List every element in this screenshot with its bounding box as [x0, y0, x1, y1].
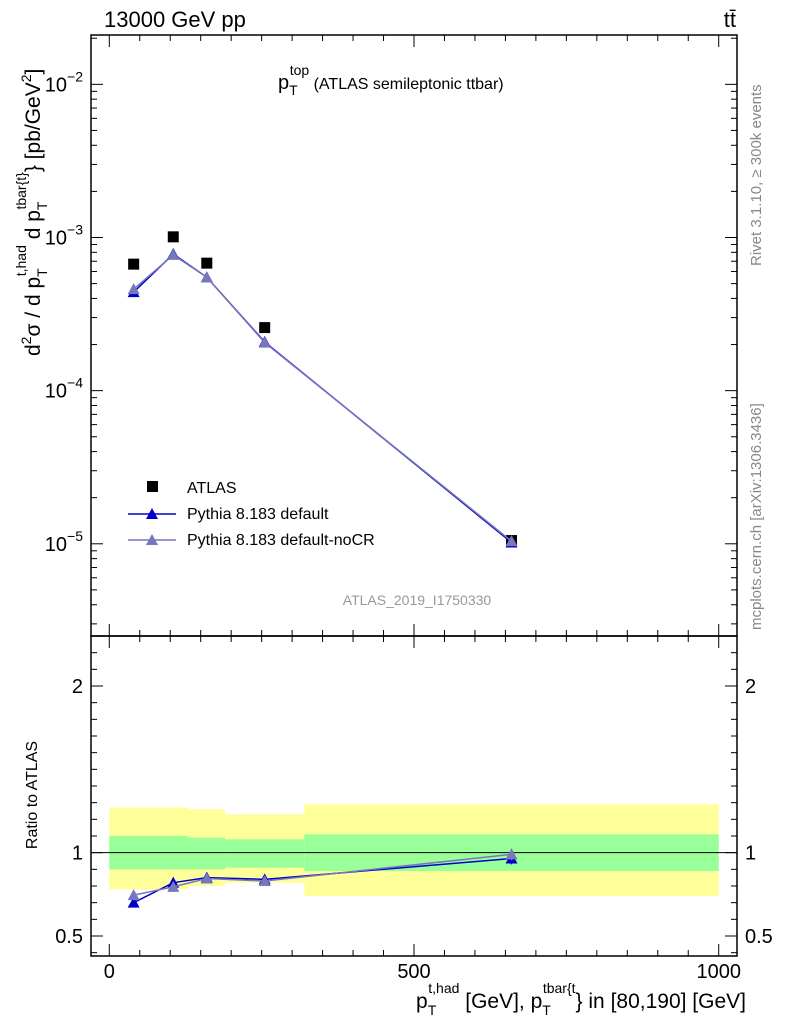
ratio-y-tick-label-left: 0.5 — [55, 926, 83, 948]
x-axis-title: pTt,had [GeV], pTtbar{t} in [80,190] [Ge… — [416, 980, 746, 1018]
ratio-plot-marks — [127, 848, 518, 908]
xlabel-sub2: T — [542, 1002, 551, 1018]
atlas-data-point — [128, 258, 140, 270]
nocr-series-point — [200, 271, 213, 283]
ratio-y-tick-label-left: 2 — [72, 676, 83, 698]
x-tick-label: 0 — [104, 961, 115, 983]
ratio-y-ticks: 0.5 0.5 1 1 2 2 — [55, 652, 773, 954]
nocr-series-point — [167, 248, 180, 260]
main-y-tick-base: 10 — [45, 534, 67, 556]
x-tick-label: 500 — [397, 961, 430, 983]
nocr-series-line — [133, 253, 512, 542]
main-y-tick-base: 10 — [45, 227, 67, 249]
ylabel-sup2: 2 — [18, 336, 34, 344]
legend-marker-default — [146, 508, 158, 519]
legend-label-atlas: ATLAS — [187, 480, 237, 497]
xlabel-p: p — [416, 990, 428, 1013]
main-y-tick-label: 10−5 — [45, 528, 83, 556]
ratio-y-title: Ratio to ATLAS — [24, 741, 41, 849]
main-y-tick-label: 10−2 — [45, 68, 83, 96]
nocr-series-point — [505, 535, 518, 547]
main-y-ticks: 10−210−310−410−5 — [45, 37, 737, 625]
main-panel: 10−210−310−410−5 pTtop (ATLAS semilepton… — [13, 34, 738, 637]
atlas-data-point — [167, 231, 179, 243]
ylabel-sub2: T — [34, 201, 50, 210]
ratio-nocr-point — [127, 889, 140, 901]
main-x-ticks — [108, 35, 720, 636]
ratio-nocr-point — [200, 872, 213, 884]
main-y-tick-exp: −3 — [67, 221, 83, 237]
plot-title-rest: (ATLAS semileptonic ttbar) — [309, 76, 503, 93]
header-right: tt̄ — [724, 7, 736, 32]
ylabel-sup1: t,had — [13, 245, 29, 276]
ylabel-sup2b: tbar{t} — [13, 172, 29, 210]
main-y-tick-label: 10−3 — [45, 221, 83, 249]
xlabel-sub1: T — [428, 1002, 437, 1018]
ylabel-mid: d p — [22, 210, 45, 245]
header-left: 13000 GeV pp — [104, 7, 246, 32]
ratio-panel: 0.5 0.51 12 2 0 500 1000 Ratio to ATLAS pTt,h… — [24, 635, 773, 1018]
atlas-data-point — [259, 322, 271, 334]
ratio-nocr-point — [167, 880, 180, 892]
legend: ATLAS Pythia 8.183 default Pythia 8.183 … — [128, 480, 375, 549]
xlabel-end: } in [80,190] [GeV] — [576, 990, 746, 1013]
ylabel-units-end: ] — [22, 69, 45, 75]
ratio-frame — [90, 635, 738, 957]
plot-title-p: p — [278, 72, 289, 94]
ylabel-units: } [pb/GeV — [22, 82, 45, 172]
ratio-y-tick-label-right: 0.5 — [745, 926, 773, 948]
main-y-tick-exp: −4 — [67, 375, 83, 391]
main-plot-marks — [127, 231, 518, 548]
watermark: ATLAS_2019_I1750330 — [343, 592, 492, 608]
ratio-y-tick-label-left: 1 — [72, 843, 83, 865]
x-tick-label: 1000 — [696, 961, 741, 983]
main-y-tick-label: 10−4 — [45, 375, 83, 403]
ratio-y-tick-label-right: 1 — [745, 843, 756, 865]
rivet-label: Rivet 3.1.10, ≥ 300k events — [748, 84, 765, 266]
main-y-tick-exp: −2 — [67, 68, 83, 84]
main-y-tick-base: 10 — [45, 381, 67, 403]
ylabel-sub1: T — [34, 268, 50, 277]
ratio-default-point — [127, 896, 140, 908]
ratio-x-ticks: 0 500 1000 — [104, 636, 741, 983]
ratio-nocr-point — [505, 848, 518, 860]
legend-label-default: Pythia 8.183 default — [187, 506, 329, 523]
ylabel-sigma: σ / d p — [22, 277, 45, 337]
plot-title: pTtop (ATLAS semileptonic ttbar) — [278, 62, 504, 98]
plot-title-sup: top — [290, 62, 310, 78]
main-y-tick-exp: −5 — [67, 528, 83, 544]
uncertainty-band-inner — [188, 837, 226, 870]
nocr-series-point — [127, 283, 140, 295]
uncertainty-band-inner — [225, 839, 305, 868]
ylabel-d: d — [22, 344, 45, 356]
xlabel-mid: [GeV], p — [459, 990, 542, 1013]
legend-marker-nocr — [146, 534, 158, 545]
main-y-title: d2σ / d pTt,had d pTtbar{t}} [pb/GeV2] — [13, 69, 50, 356]
mcplots-label: mcplots.cern.ch [arXiv:1306.3436] — [748, 403, 765, 630]
atlas-data-point — [201, 257, 213, 269]
xlabel-sup2: tbar{t — [543, 980, 576, 996]
legend-label-nocr: Pythia 8.183 default-noCR — [187, 532, 375, 549]
xlabel-sup1: t,had — [428, 980, 459, 996]
legend-marker-atlas — [147, 481, 158, 492]
nocr-series-point — [258, 336, 271, 348]
ratio-nocr-point — [258, 875, 271, 886]
main-y-tick-base: 10 — [45, 74, 67, 96]
ratio-bands — [91, 804, 737, 896]
plot-title-sub: T — [289, 82, 298, 98]
default-series-line — [133, 253, 512, 544]
ylabel-units-sup: 2 — [18, 74, 34, 82]
ratio-y-tick-label-right: 2 — [745, 676, 756, 698]
